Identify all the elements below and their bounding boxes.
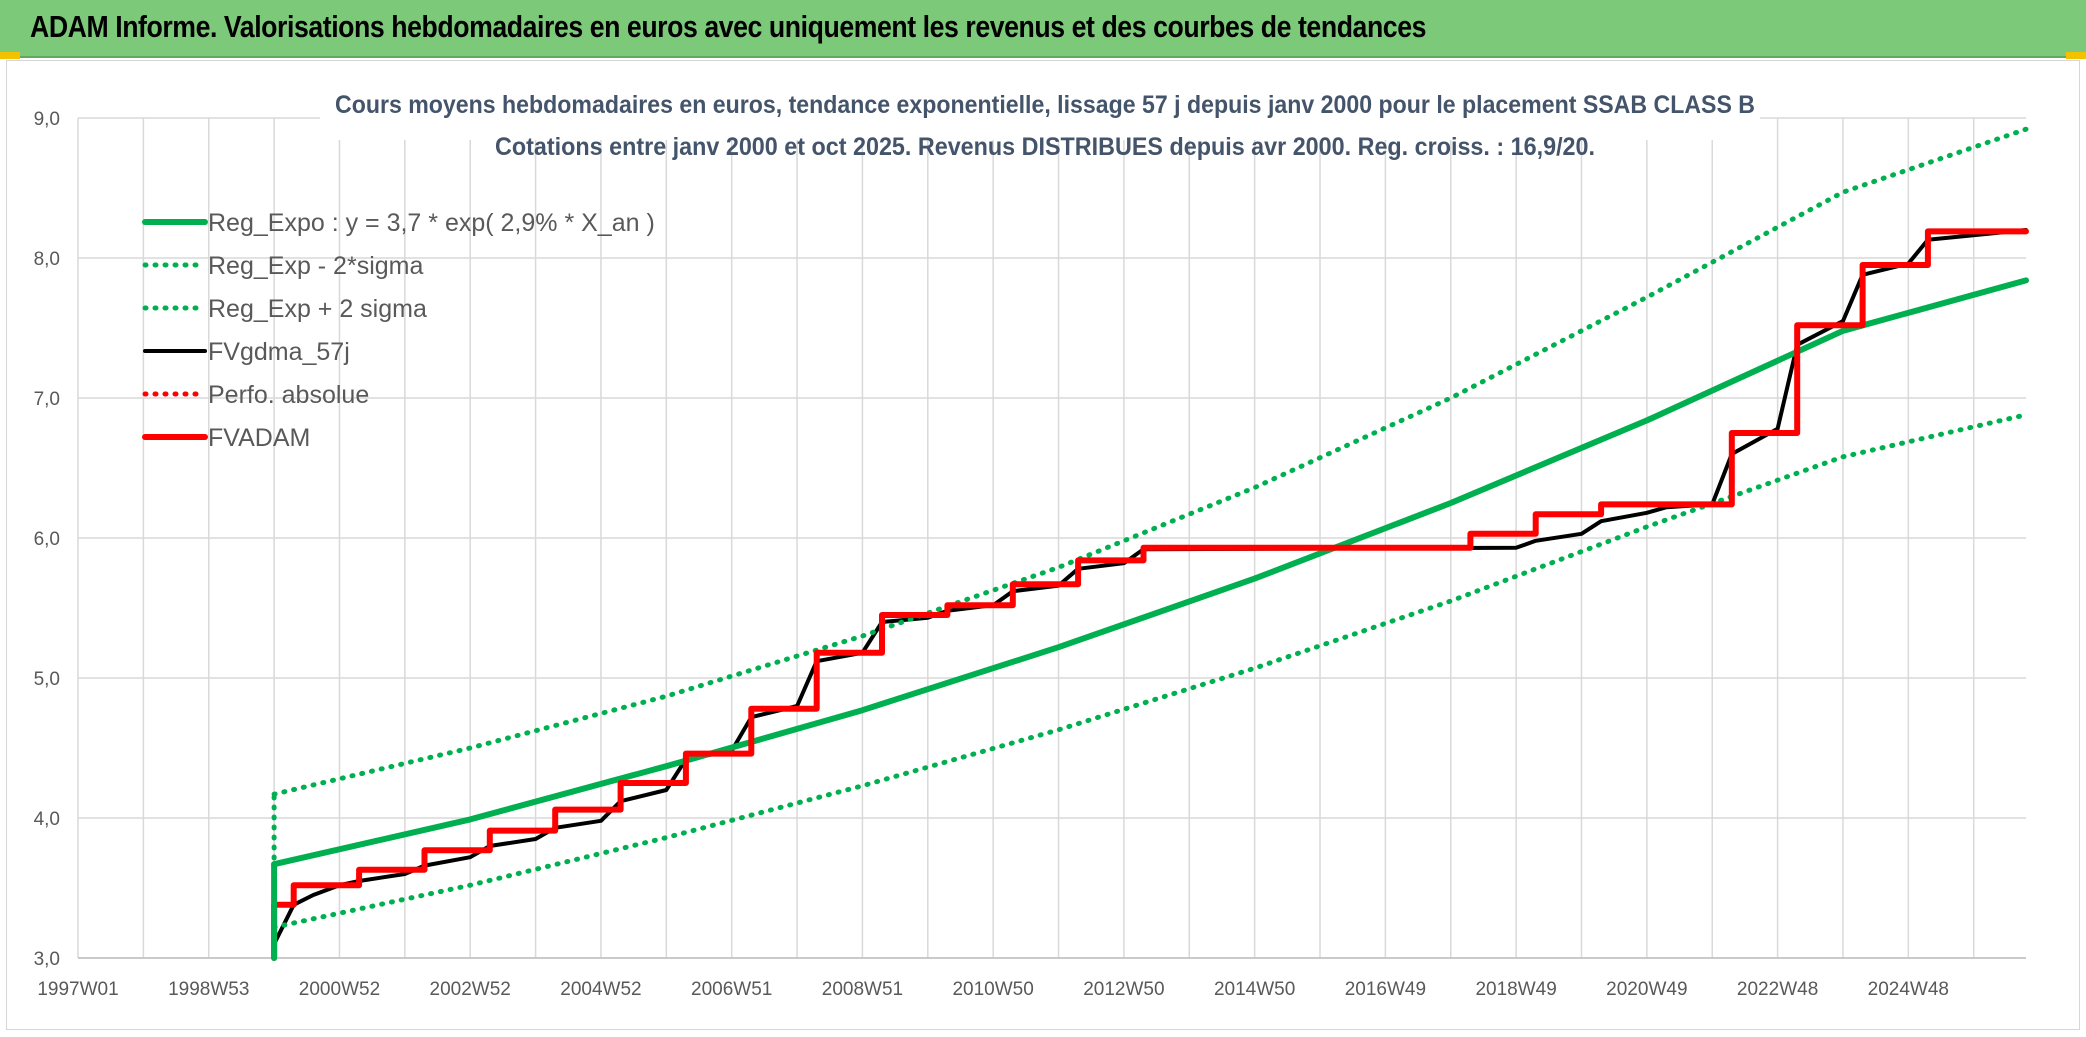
y-tick-label: 9,0 — [34, 109, 60, 130]
series-line-5 — [271, 228, 2029, 961]
x-tick-label: 2010W50 — [952, 979, 1033, 1000]
x-tick-label: 2024W48 — [1868, 979, 1949, 1000]
x-tick-label: 2012W50 — [1083, 979, 1164, 1000]
legend-label: Perfo. absolue — [208, 381, 369, 409]
y-tick-label: 4,0 — [34, 809, 60, 830]
corner-mark-left — [0, 52, 20, 59]
legend: Reg_Expo : y = 3,7 * exp( 2,9% * X_an ) R… — [142, 209, 655, 452]
x-tick-label: 2000W52 — [299, 979, 380, 1000]
x-tick-label: 2022W48 — [1737, 979, 1818, 1000]
series-line-2 — [271, 126, 2029, 797]
x-tick-label: 2014W50 — [1214, 979, 1295, 1000]
series-group — [271, 126, 2029, 961]
report-title: ADAM Informe. Valorisations hebdomadaire… — [30, 9, 1426, 44]
y-tick-label: 6,0 — [34, 529, 60, 550]
x-tick-label: 2006W51 — [691, 979, 772, 1000]
chart-subtitle: Cotations entre janv 2000 et oct 2025. R… — [495, 133, 1595, 161]
legend-label: Reg_Exp + 2 sigma — [208, 295, 427, 323]
axes: 3,0 4,0 5,0 6,0 7,0 8,0 9,0 1997W01 1998W53 2000W… — [34, 109, 2026, 1000]
series-line-3 — [272, 228, 2028, 946]
legend-label: Reg_Exp - 2*sigma — [208, 252, 423, 280]
legend-label: FVADAM — [208, 424, 310, 452]
x-tick-label: 2004W52 — [560, 979, 641, 1000]
legend-label: FVgdma_57j — [208, 338, 350, 366]
x-tick-label: 2008W51 — [822, 979, 903, 1000]
y-tick-label: 3,0 — [34, 949, 60, 970]
report-banner: ADAM Informe. Valorisations hebdomadaire… — [0, 0, 2086, 58]
x-tick-label: 1997W01 — [37, 979, 118, 1000]
x-tick-label: 2020W49 — [1606, 979, 1687, 1000]
x-tick-label: 2002W52 — [430, 979, 511, 1000]
legend-label: Reg_Expo : y = 3,7 * exp( 2,9% * X_an ) — [208, 209, 655, 237]
y-tick-label: 5,0 — [34, 669, 60, 690]
series-line-0 — [271, 277, 2029, 868]
series-line-1 — [271, 412, 2029, 930]
chart-title: Cours moyens hebdomadaires en euros, ten… — [335, 91, 1755, 119]
x-tick-label: 2016W49 — [1345, 979, 1426, 1000]
y-tick-label: 7,0 — [34, 389, 60, 410]
grid-lines — [77, 117, 2026, 959]
title-background — [320, 100, 1760, 140]
x-tick-label: 2018W49 — [1475, 979, 1556, 1000]
x-tick-label: 1998W53 — [168, 979, 249, 1000]
y-tick-label: 8,0 — [34, 249, 60, 270]
chart-frame — [6, 60, 2080, 1030]
corner-mark-right — [2066, 52, 2086, 59]
